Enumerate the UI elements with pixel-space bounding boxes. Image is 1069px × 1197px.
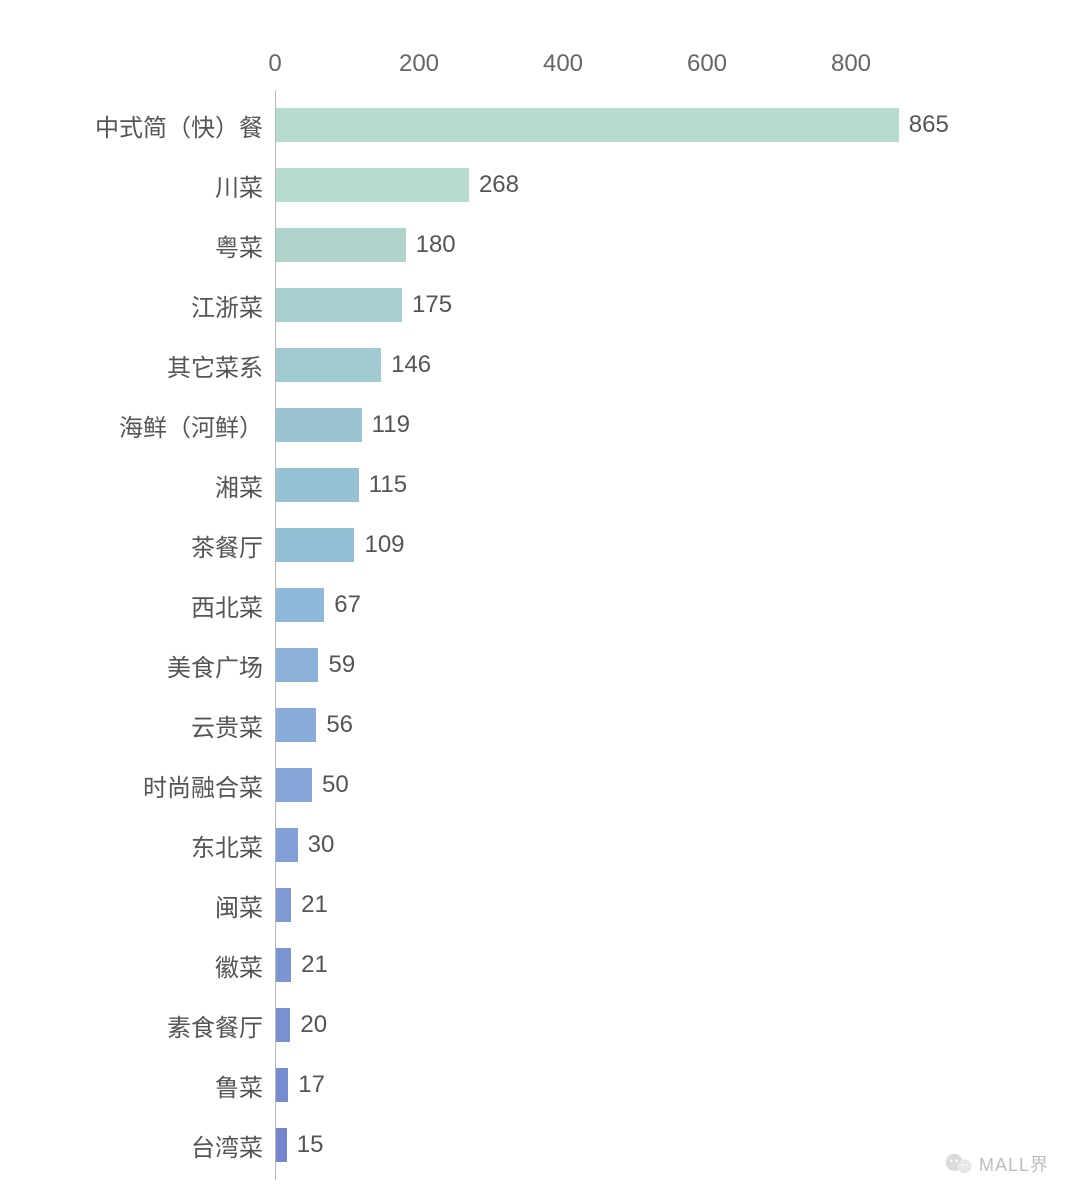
chart-container: 0200400600800 中式简（快）餐865川菜268粤菜180江浙菜175… (0, 20, 1069, 1160)
bar-value: 146 (391, 351, 431, 379)
bar-rect (276, 888, 291, 922)
bar-row: 粤菜 180 (0, 215, 1069, 275)
bar-value: 115 (369, 471, 407, 499)
bar-label: 湘菜 (215, 468, 263, 503)
bar-value: 15 (297, 1131, 324, 1159)
bar-row: 徽菜 21 (0, 935, 1069, 995)
bar-row: 云贵菜 56 (0, 695, 1069, 755)
bar-row: 时尚融合菜 50 (0, 755, 1069, 815)
bar-rect (276, 528, 354, 562)
bar-row: 海鲜（河鲜） 119 (0, 395, 1069, 455)
bar-label: 西北菜 (191, 588, 263, 623)
bar-value: 50 (322, 771, 349, 799)
bar-value: 67 (334, 591, 361, 619)
plot-area: 中式简（快）餐 865 川菜 268 粤菜 180 江浙菜 175 其它菜系 146 海鲜（河鲜） 1… (0, 90, 1069, 1170)
x-tick: 600 (687, 50, 727, 78)
bar-value: 20 (300, 1011, 327, 1039)
bar-value: 268 (479, 171, 519, 199)
bar-label: 素食餐厅 (167, 1008, 263, 1043)
bar-rect (276, 828, 298, 862)
bar-row: 中式简（快）餐 865 (0, 95, 1069, 155)
bar-rect (276, 708, 316, 742)
x-tick: 400 (543, 50, 583, 78)
bar-row: 川菜 268 (0, 155, 1069, 215)
bar-label: 徽菜 (215, 948, 263, 983)
bar-value: 180 (416, 231, 456, 259)
bar-rect (276, 348, 381, 382)
bar-label: 其它菜系 (167, 348, 263, 383)
bar-value: 21 (301, 951, 328, 979)
bar-label: 云贵菜 (191, 708, 263, 743)
bar-rect (276, 948, 291, 982)
bar-label: 时尚融合菜 (143, 768, 263, 803)
bar-row: 湘菜 115 (0, 455, 1069, 515)
bar-row: 素食餐厅 20 (0, 995, 1069, 1055)
bar-label: 江浙菜 (191, 288, 263, 323)
bar-row: 其它菜系 146 (0, 335, 1069, 395)
bar-label: 美食广场 (167, 648, 263, 683)
bar-rect (276, 168, 469, 202)
bar-label: 鲁菜 (215, 1068, 263, 1103)
bar-row: 台湾菜 15 (0, 1115, 1069, 1175)
bar-rect (276, 108, 899, 142)
bar-label: 闽菜 (215, 888, 263, 923)
bar-rect (276, 588, 324, 622)
bar-value: 56 (326, 711, 353, 739)
bar-row: 茶餐厅 109 (0, 515, 1069, 575)
bar-label: 海鲜（河鲜） (119, 408, 263, 443)
x-axis: 0200400600800 (275, 20, 995, 80)
bar-value: 119 (372, 411, 410, 439)
watermark-text: MALL界 (979, 1151, 1049, 1177)
bar-label: 粤菜 (215, 228, 263, 263)
bar-value: 865 (909, 111, 949, 139)
bar-value: 21 (301, 891, 328, 919)
bar-rect (276, 1128, 287, 1162)
x-tick: 0 (268, 50, 281, 78)
bar-label: 川菜 (215, 168, 263, 203)
bar-rect (276, 468, 359, 502)
bar-value: 30 (308, 831, 335, 859)
bar-value: 175 (412, 291, 452, 319)
bar-label: 茶餐厅 (191, 528, 263, 563)
bar-rect (276, 228, 406, 262)
watermark: MALL界 (945, 1151, 1049, 1177)
bar-rect (276, 1068, 288, 1102)
bar-label: 中式简（快）餐 (95, 108, 263, 143)
bar-row: 美食广场 59 (0, 635, 1069, 695)
bar-label: 台湾菜 (191, 1128, 263, 1163)
bar-value: 109 (364, 531, 404, 559)
bar-row: 江浙菜 175 (0, 275, 1069, 335)
bar-rect (276, 1008, 290, 1042)
bar-row: 东北菜 30 (0, 815, 1069, 875)
x-tick: 200 (399, 50, 439, 78)
bar-value: 59 (328, 651, 355, 679)
bar-rect (276, 768, 312, 802)
bar-rect (276, 408, 362, 442)
bar-rect (276, 648, 318, 682)
bar-label: 东北菜 (191, 828, 263, 863)
wechat-icon (945, 1153, 973, 1175)
bar-value: 17 (298, 1071, 325, 1099)
bar-row: 西北菜 67 (0, 575, 1069, 635)
bar-row: 鲁菜 17 (0, 1055, 1069, 1115)
bar-row: 闽菜 21 (0, 875, 1069, 935)
bar-rect (276, 288, 402, 322)
x-tick: 800 (831, 50, 871, 78)
